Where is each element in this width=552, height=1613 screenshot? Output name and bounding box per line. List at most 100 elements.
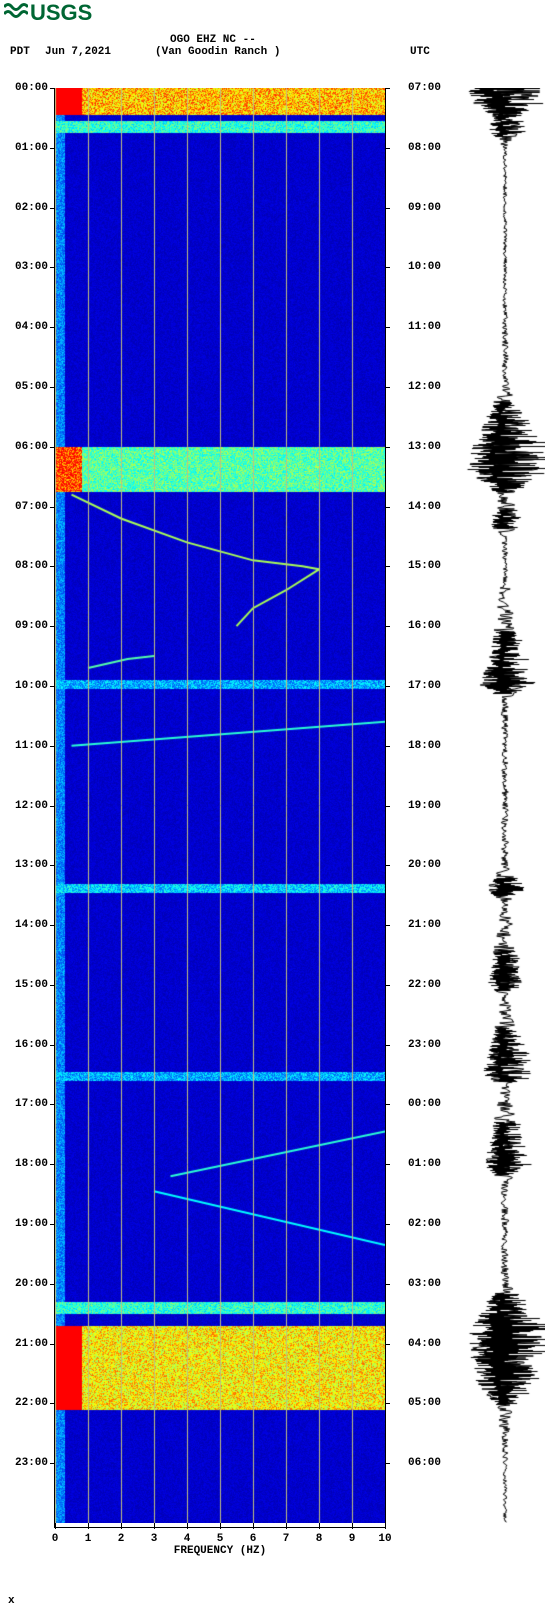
y-right-tickline <box>385 1164 390 1165</box>
y-right-tickline <box>385 985 390 986</box>
y-axis-right-labels: 07:0008:0009:0010:0011:0012:0013:0014:00… <box>408 88 446 1523</box>
y-left-tickline <box>50 806 55 807</box>
x-tick: 1 <box>85 1533 92 1545</box>
x-tick: 6 <box>250 1533 257 1545</box>
y-left-tickline <box>50 1104 55 1105</box>
y-right-tick: 20:00 <box>408 859 441 871</box>
y-right-tickline <box>385 1224 390 1225</box>
y-left-tick: 21:00 <box>15 1338 48 1350</box>
y-left-tick: 11:00 <box>15 740 48 752</box>
y-right-tickline <box>385 447 390 448</box>
y-left-tick: 07:00 <box>15 501 48 513</box>
y-left-tickline <box>50 1164 55 1165</box>
y-left-tickline <box>50 88 55 89</box>
seismogram-canvas <box>465 88 545 1523</box>
y-left-tickline <box>50 566 55 567</box>
header-location: (Van Goodin Ranch ) <box>155 46 280 58</box>
y-right-tick: 05:00 <box>408 1397 441 1409</box>
y-right-tick: 17:00 <box>408 680 441 692</box>
y-left-tickline <box>50 507 55 508</box>
y-right-tick: 16:00 <box>408 620 441 632</box>
x-tick: 4 <box>184 1533 191 1545</box>
y-left-tick: 03:00 <box>15 261 48 273</box>
y-right-tick: 10:00 <box>408 261 441 273</box>
y-right-tick: 14:00 <box>408 501 441 513</box>
y-left-tick: 01:00 <box>15 142 48 154</box>
x-tick: 2 <box>118 1533 125 1545</box>
y-left-tick: 14:00 <box>15 919 48 931</box>
x-tick: 3 <box>151 1533 158 1545</box>
x-axis-label: FREQUENCY (HZ) <box>55 1545 385 1557</box>
y-right-tick: 15:00 <box>408 560 441 572</box>
y-axis-left-labels: 00:0001:0002:0003:0004:0005:0006:0007:00… <box>15 88 53 1523</box>
y-left-tickline <box>50 925 55 926</box>
y-right-tick: 04:00 <box>408 1338 441 1350</box>
usgs-logo: USGS <box>4 0 92 26</box>
y-right-tick: 12:00 <box>408 381 441 393</box>
x-tickline <box>385 1523 386 1529</box>
y-right-tick: 19:00 <box>408 800 441 812</box>
y-left-tickline <box>50 148 55 149</box>
y-right-tickline <box>385 566 390 567</box>
y-right-tick: 06:00 <box>408 1457 441 1469</box>
y-left-tick: 15:00 <box>15 979 48 991</box>
y-left-tickline <box>50 1045 55 1046</box>
y-right-tick: 07:00 <box>408 82 441 94</box>
y-right-tickline <box>385 148 390 149</box>
usgs-logo-text: USGS <box>30 0 92 26</box>
y-right-tickline <box>385 387 390 388</box>
y-right-tick: 01:00 <box>408 1158 441 1170</box>
y-left-tick: 06:00 <box>15 441 48 453</box>
x-tickline <box>187 1523 188 1529</box>
x-tickline <box>121 1523 122 1529</box>
y-left-tick: 19:00 <box>15 1218 48 1230</box>
y-left-tick: 00:00 <box>15 82 48 94</box>
y-right-tick: 03:00 <box>408 1278 441 1290</box>
x-tick: 7 <box>283 1533 290 1545</box>
y-left-tick: 09:00 <box>15 620 48 632</box>
y-right-tick: 09:00 <box>408 202 441 214</box>
y-right-tickline <box>385 806 390 807</box>
y-right-tick: 21:00 <box>408 919 441 931</box>
x-tick: 8 <box>316 1533 323 1545</box>
corner-mark: x <box>8 1595 15 1607</box>
x-tick: 0 <box>52 1533 59 1545</box>
y-left-tickline <box>50 327 55 328</box>
seismogram-panel <box>465 88 545 1523</box>
y-right-tickline <box>385 88 390 89</box>
x-tickline <box>319 1523 320 1529</box>
y-right-tick: 23:00 <box>408 1039 441 1051</box>
y-right-tickline <box>385 1403 390 1404</box>
y-right-tickline <box>385 208 390 209</box>
y-left-tick: 18:00 <box>15 1158 48 1170</box>
y-left-tickline <box>50 1403 55 1404</box>
y-left-tickline <box>50 686 55 687</box>
y-left-tick: 16:00 <box>15 1039 48 1051</box>
x-tickline <box>88 1523 89 1529</box>
y-left-tick: 12:00 <box>15 800 48 812</box>
usgs-waves-icon <box>4 0 28 26</box>
y-right-tickline <box>385 925 390 926</box>
x-tickline <box>286 1523 287 1529</box>
y-left-tickline <box>50 1284 55 1285</box>
x-tickline <box>253 1523 254 1529</box>
y-right-tickline <box>385 1104 390 1105</box>
y-left-tickline <box>50 1344 55 1345</box>
y-right-tickline <box>385 327 390 328</box>
spectrogram-canvas <box>55 88 385 1523</box>
x-tickline <box>55 1523 56 1529</box>
y-left-tick: 04:00 <box>15 321 48 333</box>
y-right-tickline <box>385 267 390 268</box>
x-tick: 10 <box>378 1533 391 1545</box>
header-date: Jun 7,2021 <box>45 46 111 58</box>
y-right-tickline <box>385 686 390 687</box>
y-left-tickline <box>50 208 55 209</box>
y-right-tick: 00:00 <box>408 1098 441 1110</box>
y-right-tickline <box>385 1463 390 1464</box>
y-axis-right-line <box>385 88 386 1528</box>
y-right-tickline <box>385 1045 390 1046</box>
x-tick: 5 <box>217 1533 224 1545</box>
x-tick: 9 <box>349 1533 356 1545</box>
y-left-tickline <box>50 1224 55 1225</box>
y-right-tickline <box>385 865 390 866</box>
